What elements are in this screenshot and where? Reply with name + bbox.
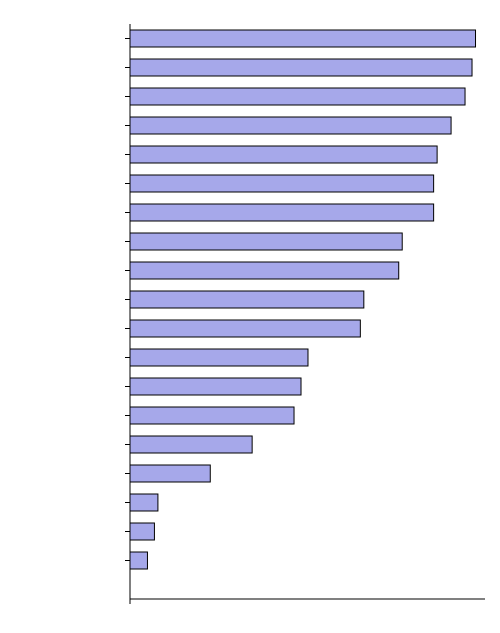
bar [130,523,154,540]
bar [130,233,402,250]
bar [130,146,437,163]
bar-chart [0,0,500,633]
bar [130,494,158,511]
bar [130,436,252,453]
bar [130,175,434,192]
bar [130,291,364,308]
bar [130,30,476,47]
bar [130,349,308,366]
bar [130,320,360,337]
bar [130,262,399,279]
bar [130,88,465,105]
bar [130,407,294,424]
bar [130,117,451,134]
bar [130,378,301,395]
chart-container [0,0,500,633]
bar [130,552,147,569]
bar [130,59,472,76]
bar [130,204,434,221]
bar [130,465,210,482]
